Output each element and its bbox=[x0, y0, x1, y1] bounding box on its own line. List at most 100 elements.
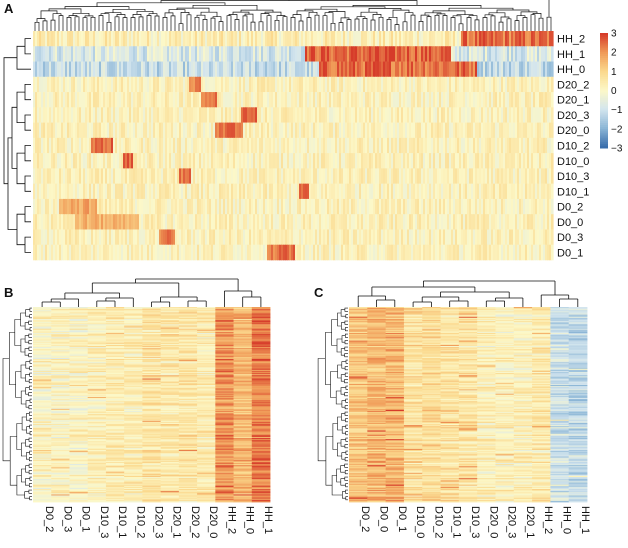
heatmap-cell bbox=[215, 367, 234, 370]
heatmap-a-cell bbox=[399, 153, 402, 169]
heatmap-cell bbox=[87, 337, 107, 339]
heatmap-a-cell bbox=[295, 198, 298, 215]
heatmap-a-cell bbox=[387, 61, 390, 78]
heatmap-a-cell bbox=[225, 122, 228, 139]
heatmap-a-cell bbox=[139, 229, 142, 246]
heatmap-a-cell bbox=[529, 229, 532, 246]
heatmap-a-cell bbox=[153, 198, 156, 215]
heatmap-a-cell bbox=[533, 31, 536, 47]
heatmap-a-cell bbox=[473, 61, 476, 78]
heatmap-a-cell bbox=[155, 244, 158, 261]
heatmap-cell bbox=[197, 366, 216, 369]
heatmap-a-cell bbox=[475, 122, 478, 139]
heatmap-a-cell bbox=[393, 168, 396, 184]
heatmap-a-cell bbox=[93, 229, 96, 246]
heatmap-a-cell bbox=[313, 244, 316, 261]
heatmap-a-cell bbox=[397, 61, 400, 78]
heatmap-cell bbox=[160, 322, 180, 324]
heatmap-a-cell bbox=[537, 31, 540, 47]
heatmap-a-cell bbox=[197, 76, 200, 93]
heatmap-a-cell bbox=[245, 107, 248, 123]
legend-color-step bbox=[600, 102, 608, 105]
heatmap-a-cell bbox=[181, 122, 184, 139]
heatmap-cell bbox=[87, 387, 107, 389]
heatmap-cell bbox=[69, 389, 89, 391]
heatmap-a-cell bbox=[69, 92, 72, 108]
heatmap-a-cell bbox=[211, 183, 214, 200]
heatmap-a-cell bbox=[177, 244, 180, 261]
heatmap-a-cell bbox=[471, 76, 474, 93]
legend-color-step bbox=[600, 132, 608, 136]
heatmap-a-cell bbox=[437, 244, 440, 261]
heatmap-a-cell bbox=[339, 76, 342, 93]
heatmap-a-cell bbox=[315, 137, 318, 154]
heatmap-a-cell bbox=[379, 229, 382, 246]
heatmap-cell bbox=[215, 317, 234, 320]
heatmap-a-cell bbox=[161, 122, 164, 139]
heatmap-a-cell bbox=[117, 137, 120, 154]
heatmap-a-cell bbox=[549, 168, 552, 184]
heatmap-a-cell bbox=[399, 46, 402, 62]
heatmap-cell bbox=[105, 325, 125, 327]
heatmap-a-cell bbox=[63, 229, 66, 246]
heatmap-a-cell bbox=[501, 76, 504, 93]
heatmap-cell bbox=[124, 388, 143, 390]
heatmap-cell bbox=[215, 361, 234, 363]
heatmap-a-cell bbox=[63, 153, 66, 169]
heatmap-a-cell bbox=[33, 198, 36, 215]
heatmap-a-cell bbox=[405, 107, 408, 123]
heatmap-cell bbox=[33, 375, 52, 377]
heatmap-a-cell bbox=[209, 198, 212, 215]
heatmap-cell bbox=[105, 378, 125, 380]
heatmap-a-cell bbox=[297, 137, 300, 154]
heatmap-cell bbox=[69, 367, 89, 370]
panel-b-heatmap-cells bbox=[33, 307, 271, 503]
heatmap-a-cell bbox=[191, 198, 194, 215]
heatmap-cell bbox=[197, 309, 216, 311]
heatmap-a-cell bbox=[241, 107, 244, 123]
heatmap-a-cell bbox=[393, 153, 396, 169]
heatmap-a-cell bbox=[121, 61, 124, 78]
heatmap-a-cell bbox=[313, 61, 316, 78]
heatmap-a-cell bbox=[379, 61, 382, 78]
heatmap-a-cell bbox=[151, 92, 154, 108]
heatmap-a-cell bbox=[45, 229, 48, 246]
heatmap-a-cell bbox=[119, 92, 122, 108]
heatmap-a-cell bbox=[279, 183, 282, 200]
heatmap-a-cell bbox=[353, 92, 356, 108]
heatmap-a-cell bbox=[517, 31, 520, 47]
heatmap-a-cell bbox=[171, 168, 174, 184]
panel-a: A HH_2HH_1HH_0D20_2D20_1D20_3D20_0D10_2D… bbox=[3, 0, 623, 261]
heatmap-a-cell bbox=[465, 61, 468, 78]
heatmap-cell bbox=[233, 379, 253, 382]
heatmap-a-cell bbox=[213, 229, 216, 246]
heatmap-cell bbox=[178, 361, 198, 363]
heatmap-a-cell bbox=[309, 137, 312, 154]
heatmap-a-cell bbox=[261, 107, 264, 123]
heatmap-a-cell bbox=[321, 31, 324, 47]
heatmap-a-cell bbox=[227, 137, 230, 154]
legend-color-step bbox=[600, 46, 608, 49]
heatmap-a-cell bbox=[435, 137, 438, 154]
heatmap-a-cell bbox=[249, 31, 252, 47]
heatmap-a-cell bbox=[535, 122, 538, 139]
heatmap-cell bbox=[142, 376, 162, 378]
heatmap-a-cell bbox=[141, 214, 144, 230]
heatmap-cell bbox=[233, 354, 253, 357]
heatmap-a-cell bbox=[271, 92, 274, 108]
heatmap-a-cell bbox=[253, 107, 256, 123]
heatmap-a-cell bbox=[385, 61, 388, 78]
heatmap-a-cell bbox=[491, 61, 494, 78]
heatmap-a-cell bbox=[509, 122, 512, 139]
heatmap-a-cell bbox=[321, 168, 324, 184]
heatmap-cell bbox=[142, 370, 162, 373]
heatmap-a-cell bbox=[215, 122, 218, 139]
row-label: D0_2 bbox=[557, 202, 583, 214]
heatmap-a-cell bbox=[521, 137, 524, 154]
heatmap-a-cell bbox=[207, 198, 210, 215]
heatmap-cell bbox=[51, 387, 70, 389]
heatmap-a-cell bbox=[477, 122, 480, 139]
heatmap-cell bbox=[215, 359, 234, 361]
heatmap-a-cell bbox=[479, 76, 482, 93]
heatmap-a-cell bbox=[397, 31, 400, 47]
